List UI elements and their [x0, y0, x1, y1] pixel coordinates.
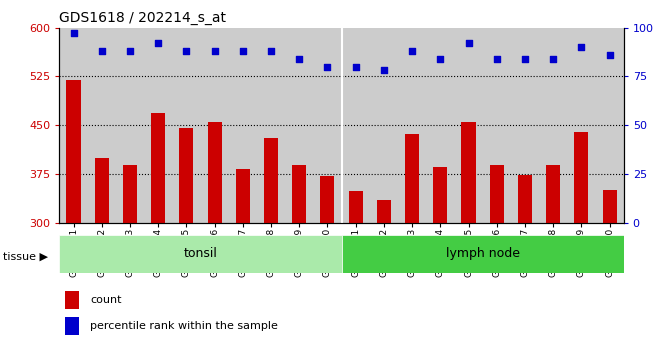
Text: percentile rank within the sample: percentile rank within the sample — [90, 321, 279, 331]
Bar — [65, 291, 79, 309]
Text: GDS1618 / 202214_s_at: GDS1618 / 202214_s_at — [59, 11, 226, 25]
Bar — [574, 131, 589, 223]
Bar — [236, 169, 250, 223]
Bar — [207, 122, 222, 223]
Bar — [461, 122, 476, 223]
Point — [238, 48, 248, 54]
Point — [407, 48, 417, 54]
Bar — [180, 128, 193, 223]
Point — [209, 48, 220, 54]
Bar — [405, 134, 419, 223]
Bar — [264, 138, 278, 223]
Point — [548, 56, 558, 61]
Bar — [292, 165, 306, 223]
Point — [322, 64, 333, 69]
Point — [96, 48, 107, 54]
Point — [68, 31, 79, 36]
Point — [576, 44, 587, 50]
Text: tissue ▶: tissue ▶ — [3, 252, 48, 262]
Bar — [94, 158, 109, 223]
Bar — [123, 165, 137, 223]
Bar — [377, 200, 391, 223]
Bar — [65, 317, 79, 335]
Point — [492, 56, 502, 61]
Point — [181, 48, 191, 54]
Point — [519, 56, 530, 61]
Bar — [348, 191, 363, 223]
Bar — [603, 190, 616, 223]
Point — [350, 64, 361, 69]
Bar — [67, 80, 81, 223]
Point — [294, 56, 304, 61]
Point — [379, 68, 389, 73]
Bar — [490, 165, 504, 223]
Text: lymph node: lymph node — [446, 247, 519, 260]
Point — [605, 52, 615, 58]
Bar — [320, 176, 335, 223]
Bar — [59, 235, 342, 273]
Text: tonsil: tonsil — [183, 247, 217, 260]
Bar — [433, 167, 447, 223]
Point — [266, 48, 277, 54]
Point — [463, 40, 474, 46]
Bar — [518, 175, 532, 223]
Bar — [546, 165, 560, 223]
Point — [435, 56, 446, 61]
Point — [125, 48, 135, 54]
Point — [153, 40, 164, 46]
Bar — [151, 114, 165, 223]
Text: count: count — [90, 295, 122, 305]
Bar — [342, 235, 624, 273]
